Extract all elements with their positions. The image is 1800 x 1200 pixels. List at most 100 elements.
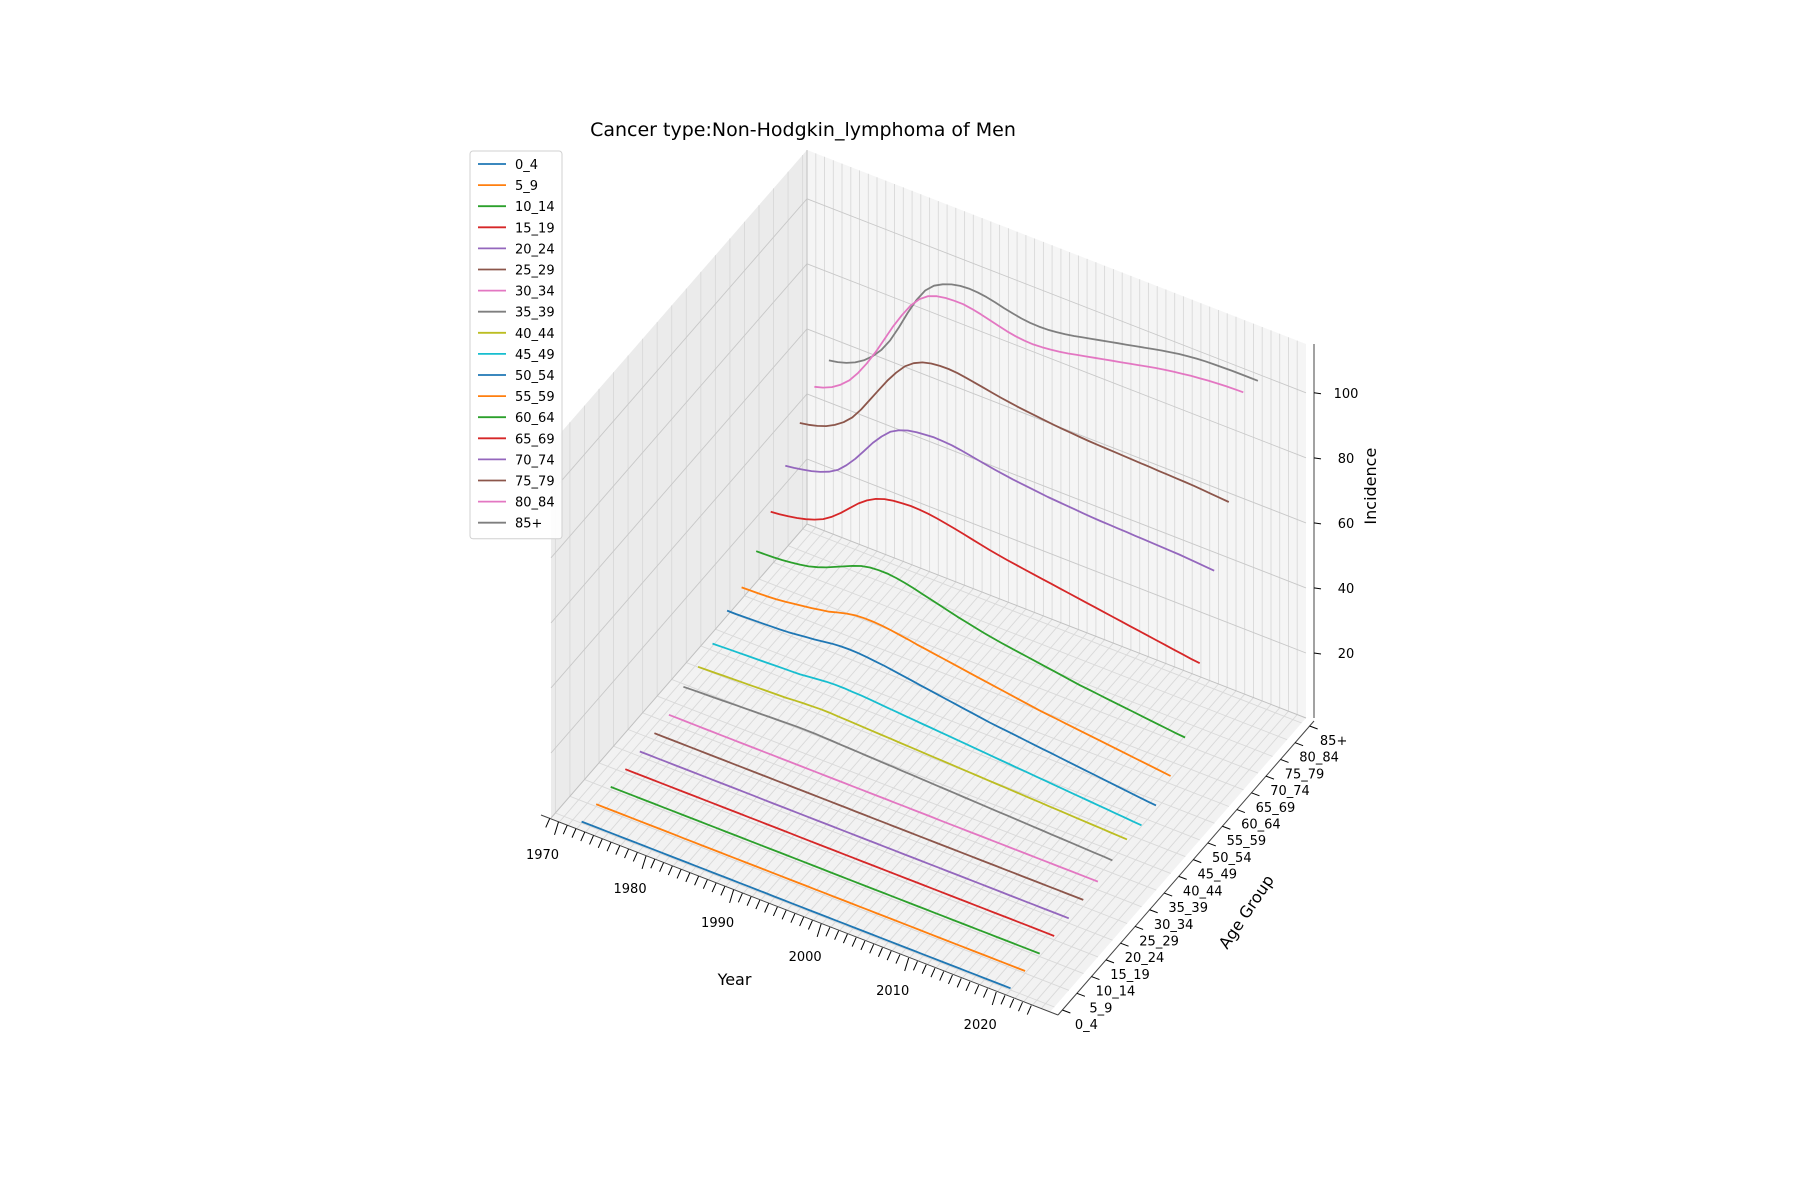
y-tick-label: 25_29 bbox=[1139, 934, 1179, 949]
z-tick bbox=[1313, 522, 1322, 525]
x-tick bbox=[965, 981, 971, 991]
x-tick bbox=[834, 930, 840, 940]
x-tick bbox=[983, 988, 988, 998]
axis-lines bbox=[540, 150, 1315, 1016]
x-tick-label: 1970 bbox=[526, 848, 559, 863]
y-tick bbox=[1062, 1009, 1071, 1014]
series-line-15_19 bbox=[624, 768, 1055, 937]
x-tick bbox=[702, 879, 708, 889]
y-tick-label: 80_84 bbox=[1299, 751, 1339, 766]
z-tick bbox=[1313, 587, 1322, 590]
y-tick-label: 35_39 bbox=[1168, 901, 1208, 916]
x-tick bbox=[597, 838, 603, 849]
x-tick bbox=[755, 899, 761, 910]
series-line-35_39 bbox=[683, 685, 1113, 862]
x-tick bbox=[746, 896, 752, 906]
x-tick bbox=[1000, 995, 1006, 1005]
x-tick bbox=[904, 957, 910, 972]
y-tick-label: 70_74 bbox=[1270, 784, 1310, 799]
y-tick bbox=[1280, 758, 1289, 763]
y-axis-line bbox=[1057, 720, 1315, 1016]
x-tick-label: 2020 bbox=[964, 1018, 997, 1033]
y-tick-label: 0_4 bbox=[1075, 1018, 1098, 1033]
x-tick bbox=[930, 967, 936, 978]
x-tick bbox=[729, 889, 735, 904]
floor-pane bbox=[551, 524, 1306, 1012]
series-line-25_29 bbox=[654, 732, 1084, 901]
z-tick bbox=[1313, 652, 1322, 655]
x-tick bbox=[781, 910, 787, 920]
legend-entry: 25_29 bbox=[515, 264, 555, 279]
x-tick bbox=[606, 842, 612, 852]
y-tick-label: 15_19 bbox=[1110, 968, 1150, 983]
y-tick-label: 5_9 bbox=[1089, 1001, 1112, 1016]
x-tick bbox=[895, 954, 901, 964]
x-tick bbox=[956, 978, 962, 988]
chart-title: Cancer type:Non-Hodgkin_lymphoma of Men bbox=[590, 119, 1016, 141]
x-tick bbox=[659, 862, 665, 872]
legend: 0_4 5_9 10_14 15_19 20_24 25_29 30_34 35_39 40_4… bbox=[469, 150, 563, 540]
series-line-5_9 bbox=[595, 803, 1026, 972]
y-axis-label: Age Group bbox=[1215, 871, 1278, 952]
legend-entry: 50_54 bbox=[515, 369, 555, 384]
series-line-20_24 bbox=[639, 750, 1070, 920]
y-tick-label: 75_79 bbox=[1285, 767, 1325, 782]
legend-entry: 30_34 bbox=[515, 285, 555, 300]
series-line-40_44 bbox=[697, 665, 1128, 841]
x-tick bbox=[816, 923, 822, 938]
legend-entry: 65_69 bbox=[515, 432, 555, 447]
z-tick-label: 60 bbox=[1338, 517, 1355, 532]
series-line-70_74 bbox=[785, 429, 1215, 572]
legend-entry: 60_64 bbox=[515, 411, 555, 426]
z-tick-label: 20 bbox=[1338, 647, 1355, 662]
x-tick bbox=[737, 893, 743, 903]
series-line-60_64 bbox=[755, 550, 1186, 739]
tick-marks bbox=[545, 392, 1322, 1015]
x-tick bbox=[554, 821, 559, 835]
x-tick bbox=[685, 872, 691, 883]
y-tick-label: 40_44 bbox=[1183, 884, 1223, 899]
x-tick bbox=[851, 937, 857, 947]
x-tick bbox=[772, 906, 778, 917]
legend-entry: 35_39 bbox=[515, 306, 555, 321]
x-tick bbox=[799, 916, 805, 927]
legend-entry: 85+ bbox=[515, 517, 542, 532]
x-tick bbox=[860, 940, 866, 951]
x-tick bbox=[562, 825, 568, 835]
y-tick bbox=[1294, 742, 1304, 747]
x-tick-label: 2010 bbox=[876, 984, 909, 999]
series-lines bbox=[581, 283, 1259, 990]
x-tick-label: 1980 bbox=[614, 882, 647, 897]
series-line-10_14 bbox=[610, 786, 1041, 955]
x-tick bbox=[1026, 1005, 1032, 1015]
series-line-75_79 bbox=[799, 361, 1230, 503]
z-tick-label: 100 bbox=[1334, 387, 1359, 402]
x-tick bbox=[947, 974, 953, 985]
legend-entry: 40_44 bbox=[515, 327, 555, 342]
series-line-85+ bbox=[828, 283, 1259, 382]
x-tick bbox=[825, 927, 831, 937]
y-tick bbox=[1178, 875, 1187, 880]
series-line-45_49 bbox=[712, 642, 1142, 827]
y-tick bbox=[1309, 725, 1318, 730]
series-line-80_84 bbox=[814, 295, 1244, 394]
y-tick bbox=[1076, 992, 1086, 997]
y-tick-label: 50_54 bbox=[1212, 851, 1252, 866]
x-tick bbox=[580, 831, 586, 842]
legend-entry: 15_19 bbox=[515, 221, 555, 236]
y-tick bbox=[1091, 976, 1100, 981]
x-axis-line bbox=[540, 814, 1059, 1016]
x-tick bbox=[807, 920, 813, 930]
x-tick bbox=[1018, 1001, 1023, 1012]
x-axis-label: Year bbox=[717, 970, 752, 989]
x-tick bbox=[764, 903, 770, 913]
x-tick bbox=[991, 991, 997, 1006]
series-line-50_54 bbox=[726, 609, 1157, 807]
series-line-55_59 bbox=[741, 586, 1172, 777]
series-line-0_4 bbox=[581, 820, 1011, 990]
y-tick-label: 10_14 bbox=[1096, 985, 1136, 1000]
x-tick bbox=[641, 855, 647, 869]
z-tick-label: 40 bbox=[1338, 582, 1355, 597]
y-tick bbox=[1193, 859, 1202, 864]
y-tick bbox=[1207, 842, 1216, 847]
